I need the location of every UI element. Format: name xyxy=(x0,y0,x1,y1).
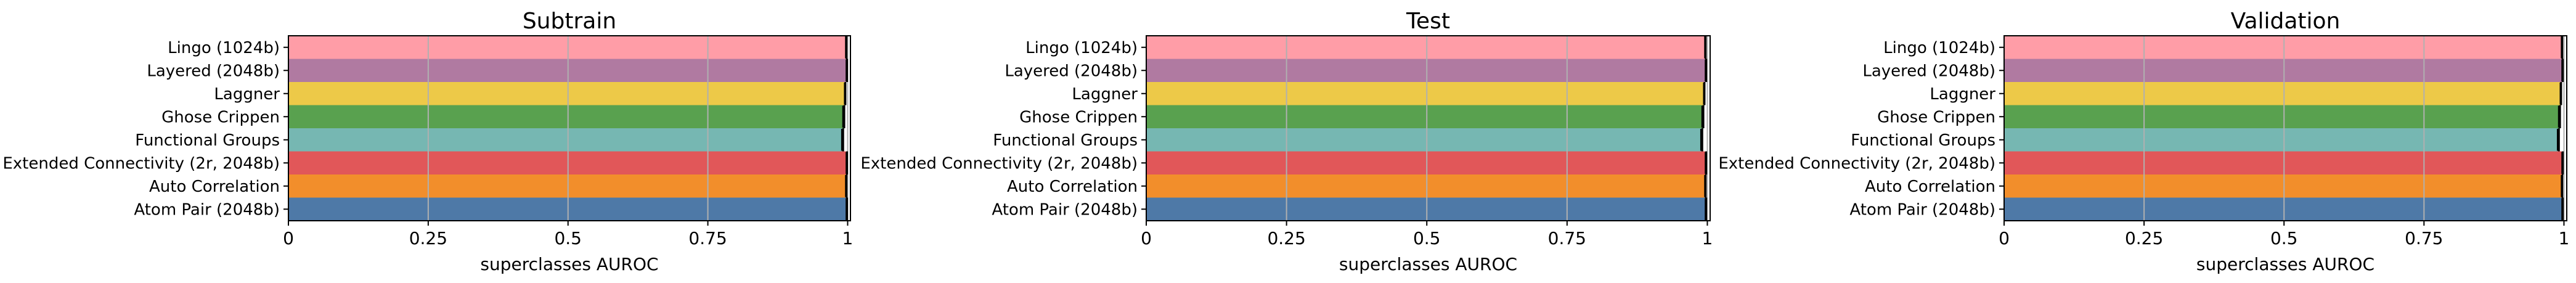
bar xyxy=(288,105,845,128)
bar xyxy=(2004,105,2561,128)
category-label: Atom Pair (2048b) xyxy=(992,200,1138,219)
x-tick-label: 0.5 xyxy=(2270,228,2298,248)
x-tick-label: 1 xyxy=(842,228,854,248)
bar xyxy=(2004,82,2561,105)
x-tick-label: 0 xyxy=(1141,228,1152,248)
category-label: Layered (2048b) xyxy=(1005,62,1138,80)
chart-panel-subtrain: Subtrain Lingo (1024b) Layered (2048b) Lagg… xyxy=(2,9,853,274)
x-tick-label: 1 xyxy=(1702,228,1713,248)
category-label: Laggner xyxy=(1072,85,1138,104)
bar xyxy=(1146,36,1706,59)
chart-panel-validation: Validation Lingo (1024b) Layered (2048b) La… xyxy=(1718,9,2569,274)
bar xyxy=(1146,105,1704,128)
category-label: Laggner xyxy=(214,85,280,104)
axes-frame xyxy=(2003,35,2567,221)
x-axis-label: superclasses AUROC xyxy=(480,254,658,274)
bar xyxy=(288,82,846,105)
category-label: Auto Correlation xyxy=(1865,178,1995,196)
x-tick-label: 0 xyxy=(283,228,294,248)
category-label: Auto Correlation xyxy=(149,178,280,196)
x-tick-label: 1 xyxy=(2559,228,2570,248)
bar xyxy=(2004,174,2562,198)
category-label: Atom Pair (2048b) xyxy=(134,200,280,219)
bar xyxy=(1146,82,1705,105)
category-label: Laggner xyxy=(1930,85,1995,104)
category-label: Layered (2048b) xyxy=(1862,62,1995,80)
x-tick-label: 0.25 xyxy=(1267,228,1305,248)
category-label: Functional Groups xyxy=(1851,131,1995,150)
x-tick-label: 0.25 xyxy=(2125,228,2163,248)
category-label: Lingo (1024b) xyxy=(168,39,280,57)
chart-title: Test xyxy=(1406,9,1450,34)
category-label: Extended Connectivity (2r, 2048b) xyxy=(2,154,280,173)
bar xyxy=(1146,174,1706,198)
chart-panel-test: Test Lingo (1024b) Layered (2048b) Laggner G… xyxy=(860,9,1713,274)
category-label: Atom Pair (2048b) xyxy=(1849,200,1995,219)
x-axis-label: superclasses AUROC xyxy=(2196,254,2374,274)
category-label: Functional Groups xyxy=(993,131,1138,150)
x-tick-label: 0.25 xyxy=(409,228,447,248)
axes-frame xyxy=(288,35,851,221)
bar xyxy=(1146,128,1703,152)
bar xyxy=(2004,128,2559,152)
x-tick-label: 0.5 xyxy=(1413,228,1441,248)
x-tick-label: 0.75 xyxy=(1548,228,1586,248)
category-label: Ghose Crippen xyxy=(1877,108,1995,126)
category-label: Ghose Crippen xyxy=(161,108,280,126)
axes-frame xyxy=(1146,35,1711,221)
x-tick-label: 0.75 xyxy=(2405,228,2443,248)
category-label: Ghose Crippen xyxy=(1019,108,1138,126)
category-label: Layered (2048b) xyxy=(147,62,280,80)
category-label: Extended Connectivity (2r, 2048b) xyxy=(1718,154,1995,173)
category-label: Auto Correlation xyxy=(1007,178,1138,196)
category-label: Lingo (1024b) xyxy=(1025,39,1138,57)
category-label: Lingo (1024b) xyxy=(1883,39,1995,57)
x-tick-label: 0.75 xyxy=(688,228,727,248)
bar xyxy=(2004,36,2562,59)
category-label: Extended Connectivity (2r, 2048b) xyxy=(860,154,1138,173)
x-tick-label: 0.5 xyxy=(554,228,582,248)
category-label: Functional Groups xyxy=(135,131,280,150)
chart-title: Validation xyxy=(2231,9,2341,34)
bar xyxy=(288,128,844,152)
x-axis-label: superclasses AUROC xyxy=(1339,254,1517,274)
chart-title: Subtrain xyxy=(523,9,616,34)
x-tick-label: 0 xyxy=(1999,228,2010,248)
